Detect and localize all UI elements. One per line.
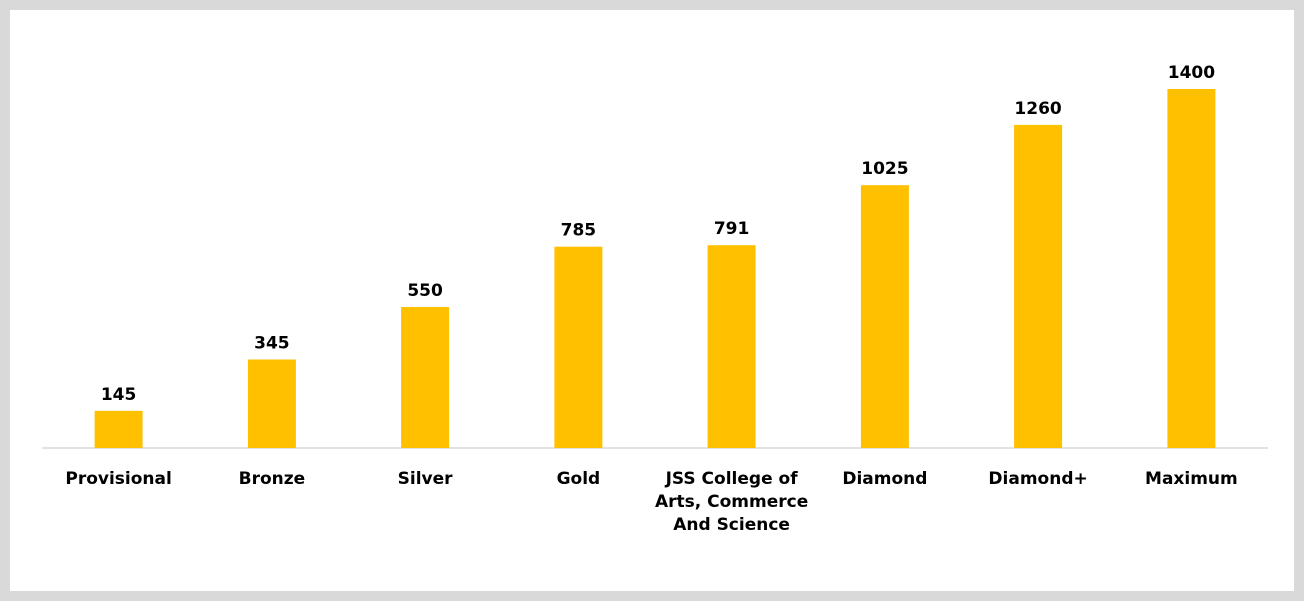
data-label-7: 1400	[1168, 63, 1215, 83]
bar-7	[1167, 89, 1216, 448]
x-tick-label-0: Provisional	[65, 469, 171, 489]
bar-4	[707, 245, 756, 448]
x-tick-label-4: JSS College of Arts, Commerce And Science	[655, 469, 808, 535]
bar-1	[247, 359, 296, 448]
category-labels-group: Provisional Bronze Silver Gold JSS College o…	[65, 469, 1237, 535]
bar-0	[94, 410, 143, 448]
x-tick-label-5: Diamond	[842, 469, 927, 489]
chart-panel	[10, 10, 1294, 591]
bar-3	[554, 246, 603, 448]
data-label-5: 1025	[861, 159, 908, 179]
x-tick-label-2: Silver	[398, 469, 454, 489]
x-tick-label-1: Bronze	[239, 469, 306, 489]
x-tick-label-7: Maximum	[1145, 469, 1238, 489]
bar-2	[401, 307, 450, 448]
data-label-2: 550	[407, 281, 443, 301]
data-label-0: 145	[101, 385, 137, 405]
value-labels-group: 145 345 550 785 791 1025 1260 1400	[101, 63, 1215, 405]
bars-group	[94, 89, 1216, 449]
data-label-1: 345	[254, 334, 290, 354]
data-label-4: 791	[714, 219, 750, 239]
x-tick-label-3: Gold	[557, 469, 601, 489]
x-tick-label-6: Diamond+	[988, 469, 1087, 489]
data-label-3: 785	[561, 221, 597, 241]
bar-6	[1014, 124, 1063, 449]
bar-5	[860, 185, 909, 448]
data-label-6: 1260	[1014, 99, 1061, 119]
